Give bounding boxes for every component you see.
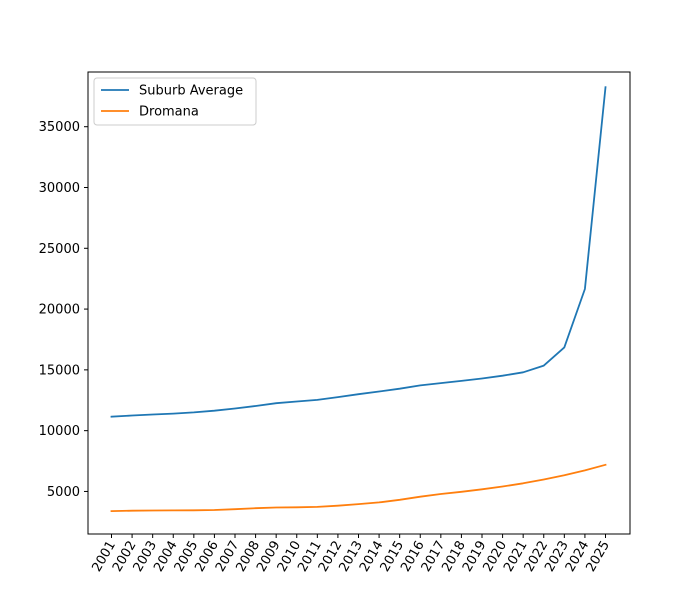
- plot-frame: [87, 71, 631, 535]
- legend: Suburb Average Dromana: [93, 77, 257, 126]
- legend-box: [93, 77, 257, 126]
- y-tick-label: 10000: [39, 424, 80, 439]
- y-tick-label: 20000: [39, 303, 80, 318]
- y-tick-label: 35000: [39, 120, 80, 135]
- y-tick-label: 15000: [39, 363, 80, 378]
- legend-label-1: Dromana: [139, 105, 199, 120]
- x-axis: 2001200220032004200520062007200820092010…: [89, 534, 613, 575]
- y-tick-label: 30000: [39, 181, 80, 196]
- legend-label-0: Suburb Average: [139, 84, 243, 99]
- series-line-0: [110, 86, 607, 418]
- series-layer: [110, 86, 607, 513]
- y-axis: 5000 10000 15000 20000 25000 30000 35000: [39, 120, 88, 500]
- series-line-1: [110, 463, 607, 513]
- y-tick-label: 5000: [47, 485, 80, 500]
- y-tick-label: 25000: [39, 242, 80, 257]
